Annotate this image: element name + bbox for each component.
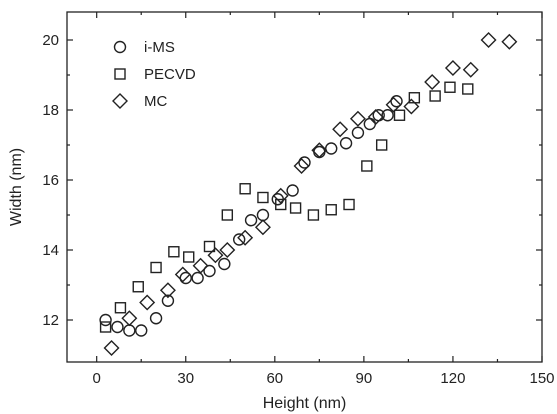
y-tick-label: 18 xyxy=(42,102,59,119)
data-point xyxy=(462,61,479,78)
data-point xyxy=(272,187,289,204)
data-point xyxy=(286,184,299,197)
y-tick-label: 12 xyxy=(42,312,59,329)
x-tick-label: 30 xyxy=(177,370,194,387)
data-point xyxy=(159,282,176,299)
y-tick-label: 14 xyxy=(42,242,59,259)
data-point xyxy=(275,198,287,211)
data-point xyxy=(99,321,112,333)
data-point xyxy=(363,117,377,131)
data-point xyxy=(219,242,236,258)
data-point xyxy=(168,246,180,258)
legend-label: i-MS xyxy=(144,39,175,56)
data-point xyxy=(237,229,254,246)
data-point xyxy=(191,271,204,285)
legend-label: PECVD xyxy=(144,66,196,83)
data-point xyxy=(332,121,349,138)
data-point xyxy=(161,294,175,307)
data-point xyxy=(293,158,310,174)
x-tick-label: 0 xyxy=(93,370,101,387)
data-point xyxy=(311,142,328,159)
data-point xyxy=(429,90,441,102)
x-axis-title: Height (nm) xyxy=(263,395,347,412)
data-point xyxy=(207,247,224,264)
data-point xyxy=(203,240,216,253)
data-point xyxy=(480,32,497,48)
x-tick-label: 60 xyxy=(266,370,283,387)
axis-ticks: 0 30 60 90 120 150 12 14 16 18 20 xyxy=(42,12,555,387)
legend-item: i-MS xyxy=(113,39,175,56)
data-point xyxy=(381,109,394,122)
data-point xyxy=(111,320,124,334)
legend-label: MC xyxy=(144,93,167,110)
data-point xyxy=(343,198,355,211)
series-mc xyxy=(103,32,518,356)
data-point xyxy=(444,81,456,93)
data-point xyxy=(325,142,338,155)
legend-marker xyxy=(114,68,126,80)
data-point xyxy=(203,264,216,278)
data-point xyxy=(99,313,112,327)
y-tick-label: 20 xyxy=(42,32,59,49)
data-point xyxy=(183,251,195,263)
data-point xyxy=(139,294,156,311)
data-point xyxy=(339,137,353,150)
y-axis-title: Width (nm) xyxy=(8,148,25,226)
legend-item: MC xyxy=(112,93,167,110)
data-point xyxy=(256,208,270,222)
data-point xyxy=(254,219,271,236)
legend: i-MS PECVD MC xyxy=(112,39,196,110)
data-point xyxy=(121,310,138,327)
data-point xyxy=(218,257,231,271)
data-point xyxy=(150,261,162,274)
plot-area-frame xyxy=(66,11,543,363)
series-pecvd xyxy=(99,81,474,333)
x-tick-label: 150 xyxy=(529,370,554,387)
data-point xyxy=(349,110,366,127)
data-point xyxy=(375,139,388,151)
data-point xyxy=(367,109,384,125)
data-point xyxy=(192,257,209,274)
data-point xyxy=(239,183,251,195)
data-point xyxy=(132,281,144,293)
data-point xyxy=(103,340,120,356)
data-point xyxy=(408,92,421,104)
data-points xyxy=(99,32,518,356)
data-point xyxy=(462,83,474,95)
data-point xyxy=(149,312,163,325)
legend-item: PECVD xyxy=(114,66,196,83)
data-point xyxy=(174,266,191,283)
data-point xyxy=(114,302,127,314)
data-point xyxy=(361,160,373,172)
data-point xyxy=(307,209,320,221)
x-tick-label: 120 xyxy=(440,370,465,387)
y-tick-label: 16 xyxy=(42,172,59,189)
data-point xyxy=(289,202,302,214)
data-point xyxy=(123,324,136,337)
data-point xyxy=(232,233,246,246)
legend-marker xyxy=(113,40,127,54)
data-point xyxy=(257,191,269,204)
data-point xyxy=(424,74,441,90)
data-point xyxy=(244,214,258,227)
data-point xyxy=(135,324,148,337)
data-point xyxy=(444,60,461,76)
data-point xyxy=(403,98,420,115)
data-point xyxy=(221,209,234,221)
data-point xyxy=(325,204,337,216)
data-point xyxy=(393,109,406,121)
data-point xyxy=(313,145,326,159)
data-point xyxy=(385,96,402,113)
data-point xyxy=(501,33,518,50)
x-tick-label: 90 xyxy=(356,370,373,387)
data-point xyxy=(351,126,365,139)
series-i-ms xyxy=(99,95,403,337)
legend-marker xyxy=(112,93,128,109)
